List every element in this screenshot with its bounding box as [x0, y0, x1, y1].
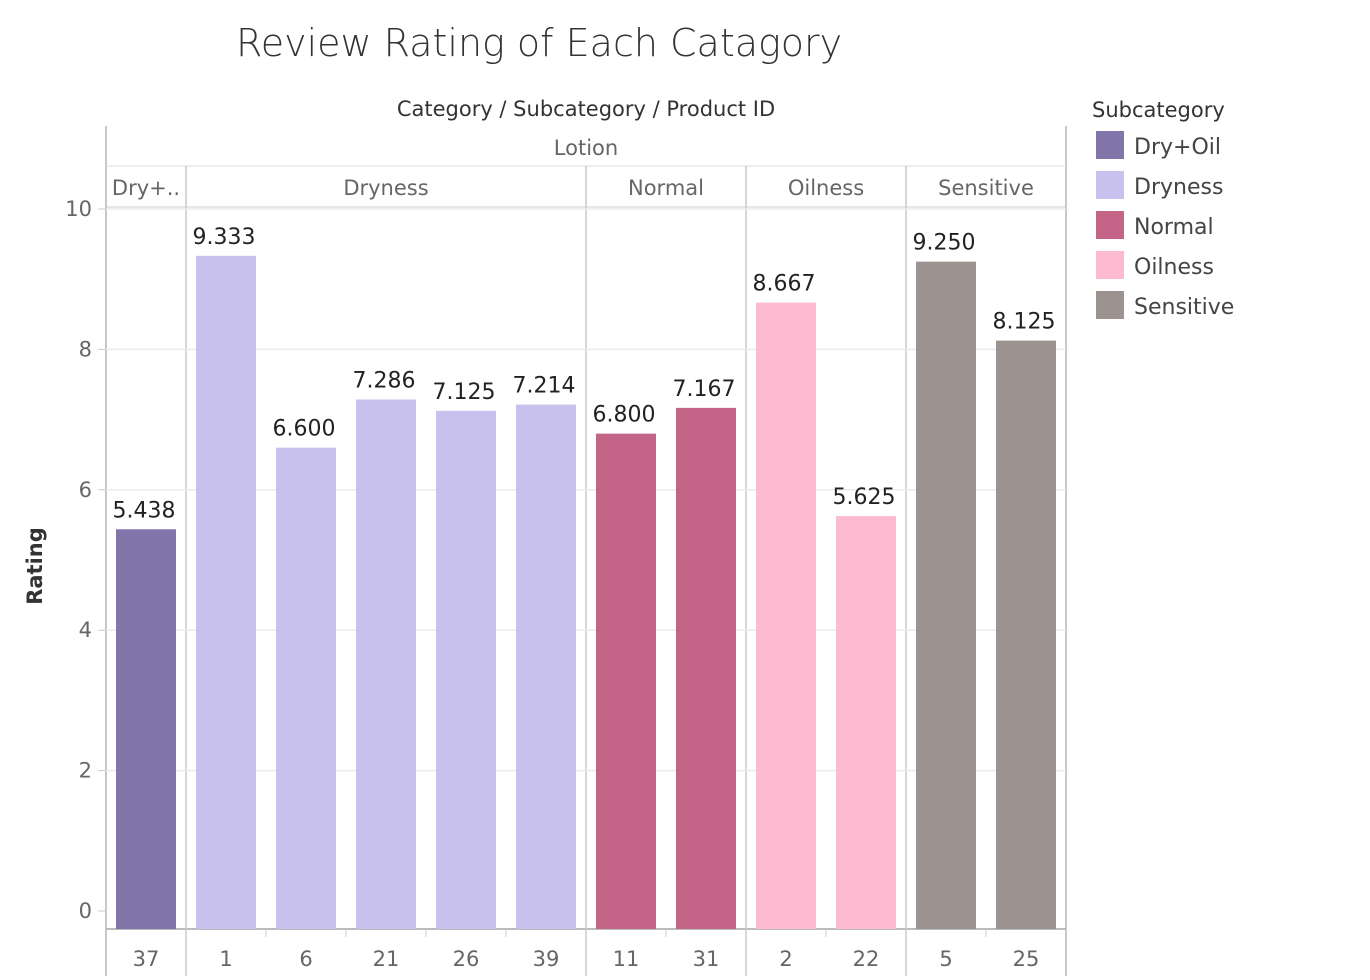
category-label: Lotion	[554, 136, 618, 160]
bar-value-label: 9.250	[913, 231, 976, 256]
bar	[436, 410, 496, 929]
bar	[276, 447, 336, 929]
subcategory-header: Sensitive	[938, 176, 1034, 200]
bar-value-label: 5.625	[833, 485, 896, 510]
y-tick-label: 10	[65, 197, 92, 221]
x-tick-label: 1	[219, 947, 232, 971]
bar-value-label: 7.167	[673, 377, 736, 402]
x-tick-label: 5	[939, 947, 952, 971]
subcategory-header: Dryness	[343, 176, 428, 200]
bar	[196, 255, 256, 930]
bar	[756, 302, 816, 929]
x-tick-label: 21	[373, 947, 400, 971]
bar	[116, 529, 176, 929]
legend-swatch	[1096, 291, 1124, 319]
legend-label: Sensitive	[1134, 295, 1234, 320]
y-axis-label: Rating	[23, 527, 47, 605]
x-tick-label: 11	[613, 947, 640, 971]
bar-value-label: 7.125	[433, 380, 496, 405]
x-tick-label: 39	[533, 947, 560, 971]
bar-value-label: 7.214	[513, 374, 576, 399]
bar	[996, 340, 1056, 929]
bar	[356, 399, 416, 929]
x-tick-label: 22	[853, 947, 880, 971]
bar-value-label: 8.125	[993, 310, 1056, 335]
gridlines	[106, 208, 1066, 772]
x-tick-label: 6	[299, 947, 312, 971]
legend-swatch	[1096, 211, 1124, 239]
legend-label: Oilness	[1134, 255, 1214, 280]
y-tick-label: 4	[79, 618, 92, 642]
bar	[916, 261, 976, 929]
bar-value-label: 7.286	[353, 369, 416, 394]
bar-value-label: 6.600	[273, 417, 336, 442]
legend-label: Dry+Oil	[1134, 135, 1221, 160]
chart-title: Review Rating of Each Catagory	[236, 21, 842, 65]
y-tick-label: 6	[79, 478, 92, 502]
y-tick-label: 0	[79, 899, 92, 923]
legend-label: Dryness	[1134, 175, 1223, 200]
bar-value-label: 8.667	[753, 272, 816, 297]
column-header: Category / Subcategory / Product ID	[397, 97, 775, 121]
bar	[596, 433, 656, 929]
bar-value-label: 9.333	[193, 225, 256, 250]
subcategory-header: Dry+..	[112, 176, 180, 200]
subcategory-header: Oilness	[788, 176, 864, 200]
bar-value-label: 6.800	[593, 403, 656, 428]
bar	[836, 516, 896, 929]
bar	[516, 404, 576, 929]
legend-swatch	[1096, 131, 1124, 159]
legend: Dry+Oil Dryness Normal Oilness Sensitive	[1096, 131, 1234, 320]
bar	[676, 407, 736, 929]
legend-label: Normal	[1134, 215, 1214, 240]
x-tick-label: 25	[1013, 947, 1040, 971]
legend-swatch	[1096, 171, 1124, 199]
bars: 5.438 9.333 6.600 7.286 7.125 7.214 6.800 7.167…	[113, 225, 1056, 930]
subcategory-header: Normal	[628, 176, 704, 200]
x-tick-label: 2	[779, 947, 792, 971]
legend-title: Subcategory	[1092, 98, 1225, 122]
legend-swatch	[1096, 251, 1124, 279]
x-tick-label: 26	[453, 947, 480, 971]
x-tick-label: 37	[133, 947, 160, 971]
bar-value-label: 5.438	[113, 498, 176, 523]
x-tick-label: 31	[693, 947, 720, 971]
y-tick-label: 2	[79, 759, 92, 783]
y-tick-label: 8	[79, 337, 92, 361]
